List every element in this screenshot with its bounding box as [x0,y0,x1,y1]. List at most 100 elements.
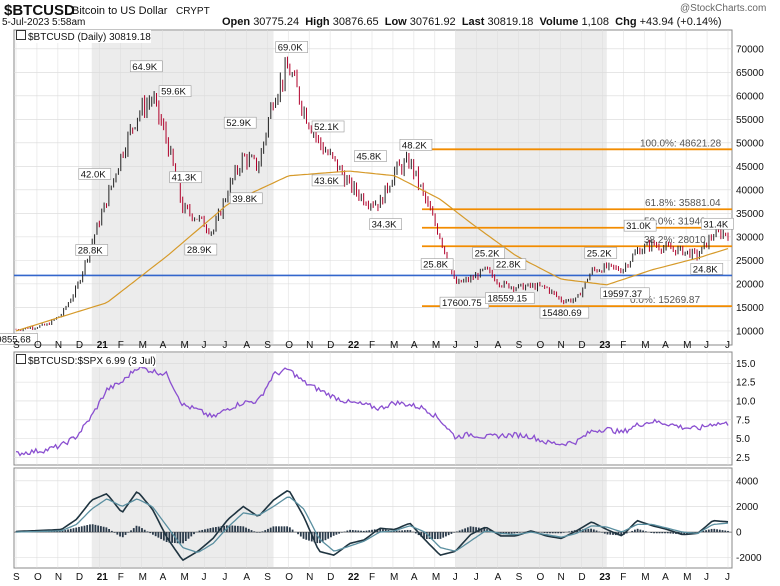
price-annotation-box [485,292,535,304]
price-annotation-box [472,247,505,259]
y-tick-label: 10000 [736,326,764,337]
last-label: Last [461,16,485,28]
ratio-panel: 2.5 5.0 7.5 10.0 12.5 15.0 [15,359,756,464]
price-annotation: 48.2K [402,140,427,151]
x-tick-label: F [369,340,375,351]
price-annotation-box [539,306,590,319]
price-annotation: 52.1K [314,122,339,133]
price-annotation: 9855.68 [0,335,31,346]
price-legend: $BTCUSD (Daily) 30819.18 [16,30,151,43]
y-tick-label: 30000 [736,232,764,243]
low-label: Low [384,16,407,28]
x-tick-label: 22 [348,572,360,583]
price-annotation-box [169,171,202,184]
x-tick-label: D [578,340,585,351]
x-tick-label: M [683,340,691,351]
x-tick-label: N [55,572,62,583]
macd-panel: -2000 0 2000 4000 [14,476,762,564]
macd-signal-line [15,496,729,553]
y-tick-label: 12.5 [736,378,756,389]
x-tick-label: O [285,340,293,351]
x-tick-label: 21 [97,572,109,583]
price-annotation: 34.3K [372,220,397,231]
x-tick-label: J [453,572,458,583]
price-annotation-box [311,120,345,133]
price-annotation: 45.8K [356,152,381,163]
price-annotation: 19597.37 [603,289,643,300]
y-tick-label: 2000 [736,502,759,513]
low-value: 30761.92 [409,16,456,28]
x-tick-label: M [432,572,440,583]
price-annotation: 28.8K [78,246,103,257]
price-annotation-box [623,219,657,232]
y-tick-label: 0 [736,528,742,539]
x-tick-label: N [55,340,62,351]
high-label: High [305,16,330,28]
y-tick-label: 4000 [736,476,759,487]
x-tick-label: 23 [599,340,611,351]
y-tick-label: 25000 [736,256,764,267]
ratio-legend-text: $BTCUSD:$SPX 6.99 (3 Jul) [28,356,156,367]
x-tick-label: D [76,340,83,351]
x-tick-label: O [537,340,545,351]
price-annotation: 31.4K [703,219,728,230]
price-annotation-box [75,244,109,256]
ohlc-bar: Open 30775.24 High 30876.65 Low 30761.92… [222,16,722,28]
x-tick-label: J [201,340,206,351]
year-shading [455,353,607,464]
price-annotation-box [584,247,618,259]
last-value: 30819.18 [487,16,534,28]
x-tick-label: 21 [97,340,109,351]
price-annotation: 43.6K [314,176,339,187]
ratio-legend: $BTCUSD:$SPX 6.99 (3 Jul) [16,354,156,367]
symbol-title: $BTCUSD [4,2,75,19]
price-annotation: 18559.15 [487,294,527,305]
x-tick-label: J [453,340,458,351]
date-label: 5-Jul-2023 5:58am [2,17,86,28]
fib-level-label: 38.2%: 28010 [644,235,706,246]
change-value: +43.94 (+0.14%) [639,16,722,28]
price-annotation: 64.9K [132,62,157,73]
price-annotation: 41.3K [172,173,197,184]
price-legend-text: $BTCUSD (Daily) 30819.18 [28,32,151,43]
price-annotation-box [600,287,650,300]
x-tick-label: S [516,572,523,583]
price-annotation-box [354,150,387,162]
x-tick-label: N [306,340,313,351]
price-annotation-box [690,263,724,275]
y-tick-label: 7.5 [736,415,750,426]
y-tick-label: 45000 [736,162,764,173]
y-tick-label: 50000 [736,138,764,149]
x-tick-label: F [620,340,626,351]
x-tick-label: M [641,340,649,351]
price-annotation-box [158,85,192,98]
fib-level-label: 61.8%: 35881.04 [645,198,721,209]
price-annotation: 25.8K [423,260,448,271]
x-tick-label: A [160,572,167,583]
price-annotation: 17600.75 [442,298,482,309]
fib-level-label: 50.0%: 31940 [644,217,706,228]
y-tick-label: 65000 [736,68,764,79]
x-tick-label: A [495,572,502,583]
x-tick-label: J [222,572,227,583]
price-annotation-box [275,41,309,53]
y-tick-label: 15000 [736,303,764,314]
high-value: 30876.65 [332,16,379,28]
price-annotation-box [311,174,345,187]
x-tick-label: A [411,340,418,351]
x-tick-label: F [118,340,124,351]
fib-level-label: 0.0%: 15269.87 [630,295,700,306]
y-tick-label: 40000 [736,185,764,196]
x-tick-label: J [222,340,227,351]
x-tick-label: M [683,572,691,583]
x-tick-label: J [725,572,730,583]
fib-level-label: 100.0%: 48621.28 [640,138,722,149]
open-label: Open [222,16,251,28]
watermark: @StockCharts.com [680,3,767,14]
legend-swatch-icon [16,354,26,364]
year-shading [455,469,607,567]
year-shading [91,469,274,567]
price-annotation: 31.0K [626,221,651,232]
exchange-label: CRYPT [176,6,210,17]
x-tick-label: J [725,340,730,351]
